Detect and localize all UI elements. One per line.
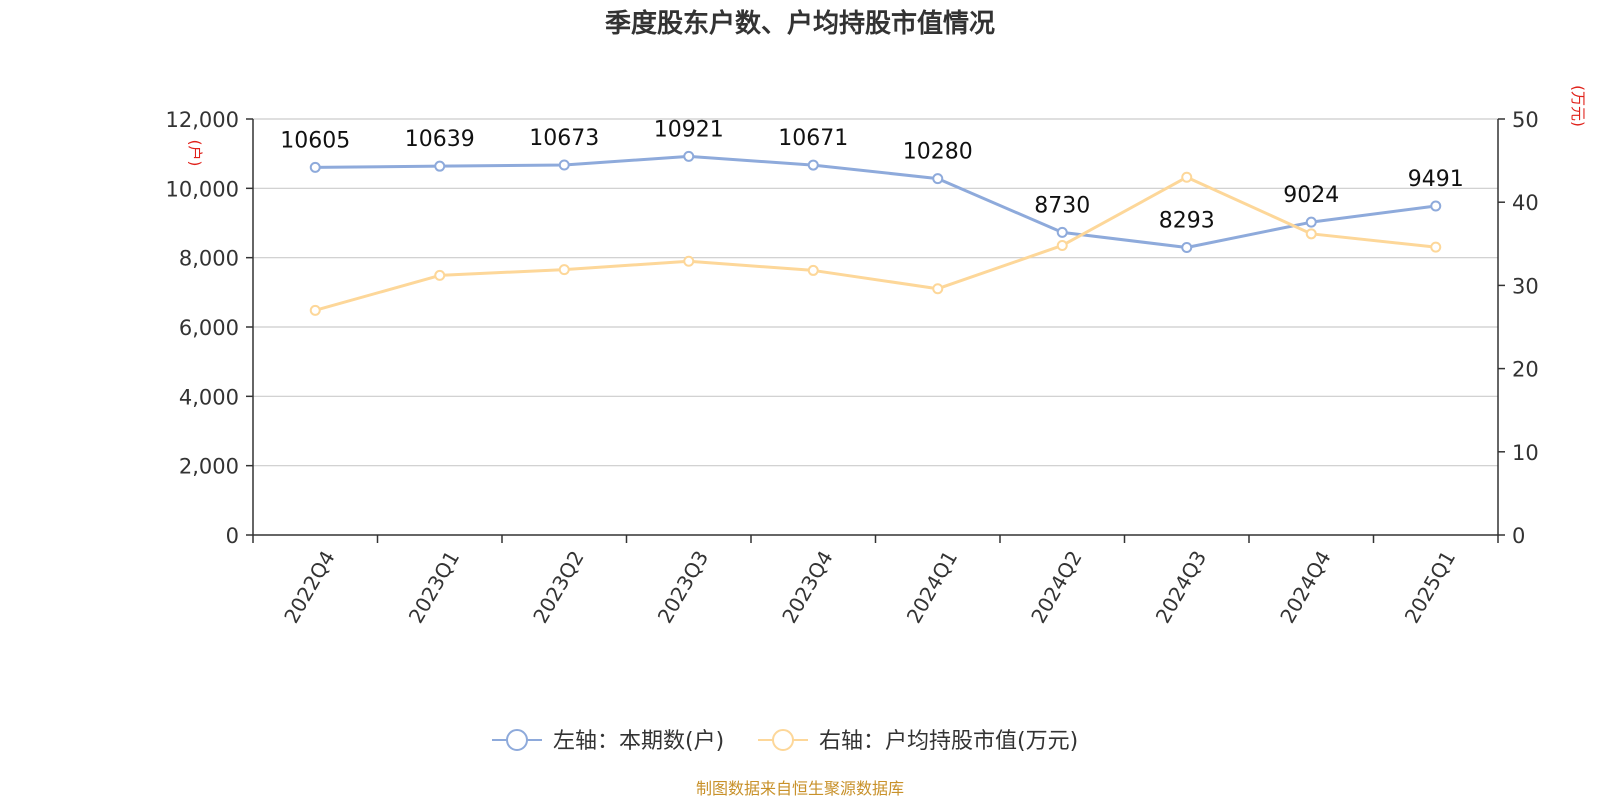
left-tick-label: 6,000	[179, 316, 239, 340]
series-line-holders	[315, 154, 1436, 250]
data-label-holders: 9024	[1283, 183, 1339, 208]
point-value	[932, 283, 944, 295]
data-label-holders: 9491	[1408, 167, 1464, 192]
x-tick-label: 2024Q1	[902, 547, 962, 628]
left-y-axis-ticks: 0 2,000 4,000 6,000 8,000 10,000 12,000	[166, 108, 253, 548]
point-holders	[683, 150, 695, 162]
right-y-axis-ticks: 0 10 20 30 40 50	[1498, 108, 1539, 548]
x-tick-label: 2023Q2	[528, 547, 588, 628]
legend-marker-left	[506, 729, 528, 751]
data-label-holders: 10280	[903, 140, 973, 165]
point-holders	[932, 173, 944, 185]
x-tick-label: 2023Q1	[404, 547, 464, 628]
gridlines	[253, 118, 1498, 467]
right-tick-label: 30	[1512, 274, 1539, 298]
data-label-holders: 8730	[1034, 193, 1090, 218]
data-label-holders: 10605	[280, 128, 350, 153]
point-value	[309, 304, 321, 316]
right-tick-label: 0	[1512, 524, 1525, 548]
data-label-holders: 10671	[778, 126, 848, 151]
x-tick-label: 2024Q2	[1026, 547, 1086, 628]
right-axis-unit: (万元)	[1569, 85, 1587, 127]
left-tick-label: 10,000	[166, 177, 239, 201]
point-holders	[434, 160, 446, 172]
data-labels: 10605 10639 10673 10921 10671 10280 8730 8293 90…	[280, 117, 1464, 233]
point-value	[1056, 239, 1068, 251]
point-holders	[807, 159, 819, 171]
right-tick-label: 10	[1512, 441, 1539, 465]
left-tick-label: 0	[226, 524, 239, 548]
right-tick-label: 20	[1512, 358, 1539, 382]
point-holders	[1181, 242, 1193, 254]
left-tick-label: 2,000	[179, 455, 239, 479]
point-value	[807, 264, 819, 276]
legend-label-left: 左轴：本期数(户)	[553, 729, 724, 754]
legend[interactable]: 左轴：本期数(户) 右轴：户均持股市值(万元)	[492, 729, 1078, 754]
legend-item-right[interactable]: 右轴：户均持股市值(万元)	[758, 729, 1078, 754]
point-value	[434, 269, 446, 281]
right-tick-label: 40	[1512, 191, 1539, 215]
x-tick-label: 2024Q3	[1151, 547, 1211, 628]
point-holders	[1430, 200, 1442, 212]
left-tick-label: 8,000	[179, 247, 239, 271]
point-holders	[1056, 226, 1068, 238]
legend-marker-right	[772, 729, 794, 751]
point-holders	[558, 159, 570, 171]
point-value	[1430, 241, 1442, 253]
left-axis-unit: (户)	[186, 140, 204, 167]
x-tick-label: 2023Q3	[653, 547, 713, 628]
source-note: 制图数据来自恒生聚源数据库	[696, 779, 904, 798]
right-tick-label: 50	[1512, 108, 1539, 132]
point-holders	[1305, 216, 1317, 228]
left-tick-label: 4,000	[179, 385, 239, 409]
series-line-value	[314, 175, 1436, 312]
point-value	[1305, 228, 1317, 240]
data-label-holders: 8293	[1159, 209, 1215, 234]
data-label-holders: 10673	[529, 126, 599, 151]
series-layer	[309, 150, 1442, 316]
x-tick-label: 2025Q1	[1400, 547, 1460, 628]
legend-item-left[interactable]: 左轴：本期数(户)	[492, 729, 724, 754]
x-tick-label: 2024Q4	[1275, 547, 1335, 628]
x-tick-label: 2022Q4	[279, 547, 339, 628]
point-holders	[309, 161, 321, 173]
point-value	[683, 255, 695, 267]
data-label-holders: 10921	[654, 117, 724, 142]
left-tick-label: 12,000	[166, 108, 239, 132]
point-value	[1181, 171, 1193, 183]
legend-label-right: 右轴：户均持股市值(万元)	[819, 729, 1078, 754]
x-axis-ticks: 2022Q4 2023Q1 2023Q2 2023Q3 2023Q4 2024Q1 2024…	[252, 535, 1499, 628]
chart-title: 季度股东户数、户均持股市值情况	[605, 8, 995, 39]
data-label-holders: 10639	[405, 127, 475, 152]
point-value	[558, 264, 570, 276]
x-tick-label: 2023Q4	[777, 547, 837, 628]
